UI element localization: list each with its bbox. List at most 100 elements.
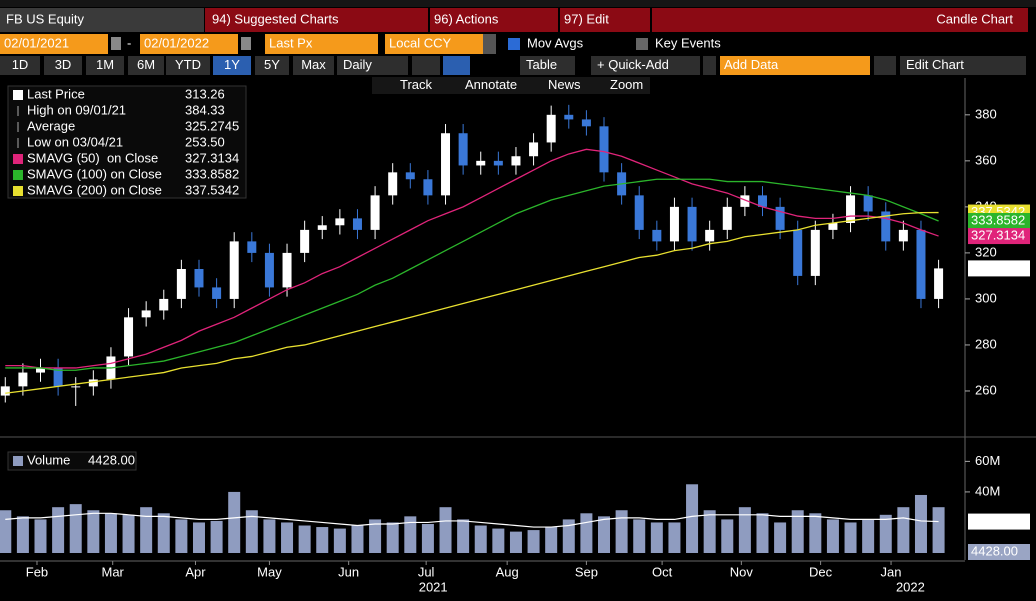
end-date-box[interactable] [140, 34, 238, 54]
candle-body [335, 218, 345, 226]
volume-legend-value: 4428.00 [88, 452, 135, 467]
legend-name: High on 09/01/21 [27, 102, 126, 117]
volume-bar [615, 510, 628, 553]
volume-bar [650, 522, 663, 553]
period-button[interactable] [128, 56, 164, 75]
legend-value: 325.2745 [185, 118, 239, 133]
tab[interactable]: 97) Edit [564, 11, 609, 26]
candle-body [300, 229, 310, 253]
tab-divider [558, 8, 560, 32]
period: 1D [12, 57, 29, 72]
y-tick-label: 60M [975, 453, 1000, 468]
quick-add-button[interactable] [591, 56, 700, 75]
frequency-button[interactable] [337, 56, 408, 75]
volume-bar [580, 513, 593, 553]
candle-body [159, 298, 169, 311]
x-tick-label: Oct [652, 564, 673, 579]
tool[interactable]: News [548, 77, 581, 92]
candle-body [247, 241, 257, 253]
tab-bar [205, 8, 1028, 32]
period-button[interactable] [293, 56, 334, 75]
candle-body [352, 218, 362, 230]
add-data-box[interactable] [720, 56, 870, 75]
candle-body [599, 126, 609, 173]
checkbox[interactable] [508, 38, 520, 50]
moving-average [5, 148, 939, 369]
checkbox[interactable] [636, 38, 648, 50]
volume-bar [386, 522, 399, 553]
volume-bar [175, 519, 188, 553]
candle-body [846, 195, 856, 223]
volume-bar [351, 525, 364, 553]
volume-bar [122, 514, 135, 553]
volume-bar [826, 519, 839, 553]
volume-legend-box [7, 451, 137, 471]
candle-icon-button[interactable] [443, 56, 470, 75]
legend-name: SMAVG (100) on Close [27, 166, 162, 181]
calendar-icon[interactable] [241, 37, 251, 50]
x-tick-label: Aug [496, 564, 519, 579]
volume-bar [774, 522, 787, 553]
candle-body [71, 386, 81, 388]
tab[interactable]: 94) Suggested Charts [212, 11, 339, 26]
candle-body [441, 133, 451, 196]
separator: - [127, 35, 131, 50]
volume-bar [703, 510, 716, 553]
dropdown-button[interactable] [703, 56, 716, 75]
candle-body [264, 252, 274, 288]
volume-bar [281, 522, 294, 553]
legend-value: 384.33 [185, 102, 225, 117]
period: YTD [175, 57, 201, 72]
candle-body [141, 310, 151, 318]
calendar-icon[interactable] [111, 37, 121, 50]
period: 6M [137, 57, 155, 72]
period-button[interactable] [166, 56, 210, 75]
edit-chart-button[interactable] [900, 56, 1026, 75]
legend-swatch [13, 186, 23, 196]
period-button[interactable] [255, 56, 289, 75]
tool[interactable]: Zoom [610, 77, 643, 92]
candle-body [124, 317, 134, 357]
legend-value: 333.8582 [185, 166, 239, 181]
legend-swatch [13, 170, 23, 180]
candle-body [405, 172, 415, 180]
security-field[interactable] [0, 8, 204, 32]
volume-bar [633, 519, 646, 553]
period-button[interactable] [213, 56, 251, 75]
start-date-box[interactable] [0, 34, 108, 54]
period: 5Y [264, 57, 280, 72]
line-icon-button[interactable] [412, 56, 440, 75]
collapse-button[interactable] [874, 56, 896, 75]
candle-body [229, 241, 239, 299]
legend-name: Average [27, 118, 75, 133]
period-button[interactable] [44, 56, 82, 75]
candle-body [194, 269, 204, 288]
tool[interactable]: Annotate [465, 77, 517, 92]
legend-name: SMAVG (50) on Close [27, 150, 158, 165]
period-button[interactable] [0, 56, 40, 75]
period: 1Y [224, 57, 240, 72]
x-tick-label: Jan [881, 564, 902, 579]
start-date: 02/01/2021 [4, 35, 69, 50]
candle-body [916, 229, 926, 299]
volume-bar [509, 531, 522, 553]
candle-body [705, 229, 715, 242]
volume-bar [914, 494, 927, 553]
field-box[interactable] [265, 34, 378, 54]
volume-legend-name: Volume [27, 452, 70, 467]
legend-value: 327.3134 [185, 150, 239, 165]
period-button[interactable] [86, 56, 124, 75]
candle-body [881, 211, 891, 242]
volume-bar [316, 527, 329, 553]
x-tick-label: Jun [338, 564, 359, 579]
y-tick-label: 260 [975, 382, 997, 397]
currency-box[interactable] [385, 34, 483, 54]
key-events: Key Events [655, 35, 721, 50]
table-button[interactable] [520, 56, 575, 75]
dropdown[interactable] [483, 34, 496, 54]
tool[interactable]: Track [400, 77, 433, 92]
tab-divider [650, 8, 652, 32]
volume-ma-tag [968, 513, 1030, 530]
legend-name: SMAVG (200) on Close [27, 182, 162, 197]
tab[interactable]: 96) Actions [434, 11, 499, 26]
